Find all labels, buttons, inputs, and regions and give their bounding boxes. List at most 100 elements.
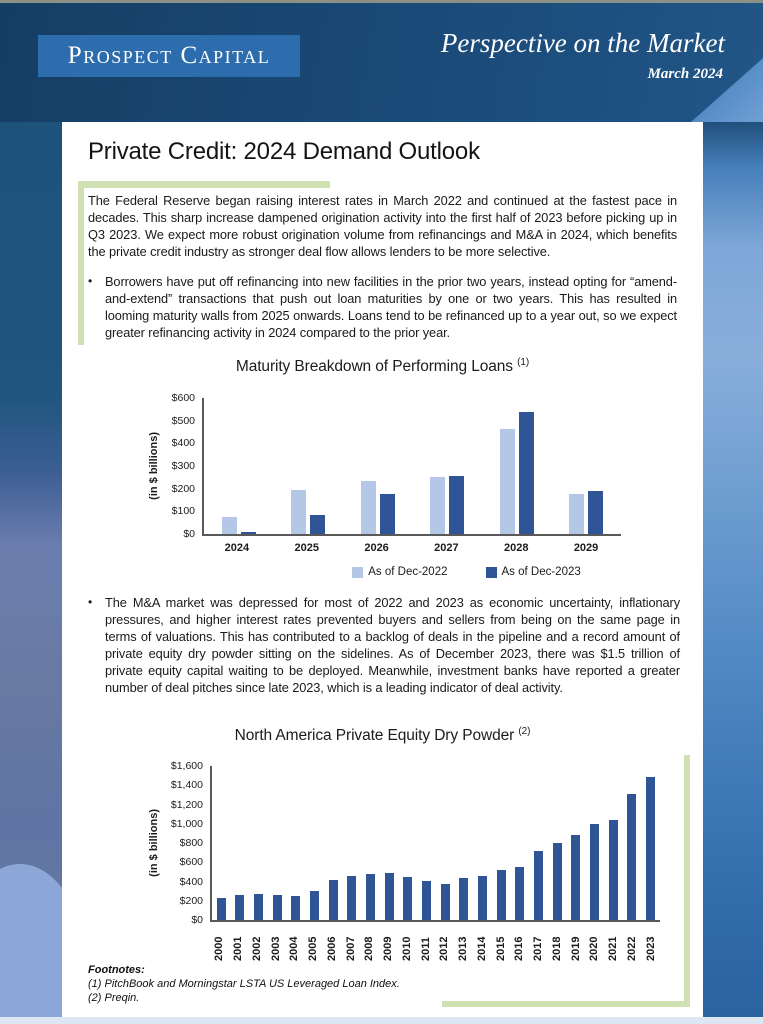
company-logo: Prospect Capital <box>38 35 300 77</box>
chart1-title-text: Maturity Breakdown of Performing Loans <box>235 358 513 376</box>
bullet-marker: • <box>88 274 93 288</box>
bar-2006 <box>328 879 338 920</box>
x-tick-label: 2015 <box>494 936 507 962</box>
bar-group-2024 <box>221 517 256 534</box>
legend-label-dec-2022: As of Dec-2022 <box>368 566 448 578</box>
y-tick-label: $600 <box>171 392 195 404</box>
bar-2029 <box>588 490 604 534</box>
x-tick-label: 2025 <box>294 542 319 554</box>
bar-group-2009 <box>384 872 394 920</box>
y-tick-label: $400 <box>171 437 195 450</box>
bar-2012 <box>440 884 450 920</box>
bar-2007 <box>347 875 357 920</box>
y-tick-label: $200 <box>171 482 195 495</box>
bar-group-2022 <box>627 794 637 920</box>
chart2-title: North America Private Equity Dry Powder … <box>62 726 703 745</box>
x-tick-label: 2024 <box>224 542 250 554</box>
x-tick-label: 2010 <box>400 936 413 962</box>
article-title: Private Credit: 2024 Demand Outlook <box>88 138 480 165</box>
bar-2004 <box>291 895 301 920</box>
chart2-plot-area <box>210 766 660 922</box>
bar-2025 <box>310 514 326 534</box>
bar-group-2015 <box>496 870 506 920</box>
chart2-title-text: North America Private Equity Dry Powder <box>234 727 515 745</box>
y-tick-label: $0 <box>191 914 203 926</box>
bar-2027 <box>430 477 446 534</box>
bar-2017 <box>533 850 543 920</box>
y-tick-label: $400 <box>179 875 203 888</box>
y-tick-label: $100 <box>171 505 195 518</box>
bar-group-2013 <box>459 878 469 920</box>
x-tick-label: 2017 <box>532 936 545 962</box>
bar-group-2027 <box>430 476 465 534</box>
bar-group-2011 <box>422 881 432 920</box>
y-tick-label: $1,200 <box>170 798 203 811</box>
bar-group-2025 <box>291 489 326 534</box>
bar-2008 <box>366 873 376 920</box>
bar-2021 <box>608 819 618 920</box>
bar-2002 <box>254 894 264 920</box>
y-tick-label: $200 <box>179 894 203 907</box>
bar-2011 <box>422 881 432 920</box>
bar-2013 <box>459 878 469 920</box>
page-card: Private Credit: 2024 Demand Outlook The … <box>62 122 703 1017</box>
bar-2010 <box>403 876 413 920</box>
bar-2028 <box>518 411 534 534</box>
chart1-plot-area <box>202 398 621 536</box>
y-tick-label: $800 <box>179 837 203 849</box>
bar-2015 <box>496 870 506 920</box>
bar-2000 <box>216 897 226 920</box>
chart1-title-footnote-ref: (1) <box>517 357 530 368</box>
bar-group-2016 <box>515 867 525 920</box>
chart2-title-footnote-ref: (2) <box>518 726 531 737</box>
bar-2026 <box>360 480 376 534</box>
green-corner-accent <box>442 755 690 1007</box>
bar-group-2014 <box>478 876 488 920</box>
bullet-item-2: • The M&A market was depressed for most … <box>88 594 680 696</box>
chart1-title: Maturity Breakdown of Performing Loans (… <box>62 357 703 376</box>
x-tick-label: 2011 <box>419 937 432 961</box>
bar-group-2018 <box>552 842 562 920</box>
bar-2027 <box>449 476 465 534</box>
bar-2003 <box>272 894 282 920</box>
bar-group-2023 <box>645 777 655 920</box>
bullet-text-1: Borrowers have put off refinancing into … <box>105 274 677 340</box>
bar-group-2010 <box>403 876 413 920</box>
bar-group-2001 <box>235 895 245 920</box>
x-tick-label: 2022 <box>625 936 638 962</box>
bar-2024 <box>240 531 256 534</box>
bar-2001 <box>235 895 245 920</box>
x-tick-label: 2023 <box>644 936 657 962</box>
bar-group-2006 <box>328 879 338 920</box>
x-tick-label: 2020 <box>588 936 601 962</box>
y-tick-label: $500 <box>171 414 195 427</box>
bar-group-2019 <box>571 834 581 920</box>
bar-group-2000 <box>216 897 226 920</box>
chart1-x-axis: 2024 2025 2026 2027 2028 2029 <box>202 536 621 554</box>
bar-2023 <box>645 777 655 920</box>
bar-group-2005 <box>310 891 320 920</box>
bar-group-2020 <box>589 824 599 920</box>
bullet-item-1: • Borrowers have put off refinancing int… <box>88 273 677 341</box>
y-tick-label: $1,600 <box>170 760 203 772</box>
footnote-1: (1) PitchBook and Morningstar LSTA US Le… <box>88 978 400 990</box>
newsletter-title: Perspective on the Market <box>440 28 725 58</box>
bar-group-2028 <box>499 411 534 534</box>
legend-item-dec-2023: As of Dec-2023 <box>485 566 581 578</box>
y-tick-label: $1,400 <box>170 779 203 792</box>
bar-2029 <box>569 494 585 534</box>
chart1-legend: As of Dec-2022 As of Dec-2023 <box>258 566 675 578</box>
bar-group-2029 <box>569 490 604 534</box>
newsletter-date: March 2024 <box>647 66 723 82</box>
bar-2014 <box>478 876 488 920</box>
bar-2024 <box>221 517 237 534</box>
footnotes-heading: Footnotes: <box>88 964 145 976</box>
legend-swatch-dec-2022 <box>352 566 364 578</box>
chart2-y-axis: $0 $200 $400 $600 $800 $1,000 $1,200 $1,400 $1,6… <box>162 760 210 926</box>
x-tick-label: 2018 <box>550 936 563 962</box>
intro-paragraph: The Federal Reserve began raising intere… <box>88 193 677 259</box>
chart1-y-axis: $0 $100 $200 $300 $400 $500 $600 <box>162 392 202 540</box>
y-tick-label: $1,000 <box>170 817 203 830</box>
footnotes: Footnotes: (1) PitchBook and Morningstar… <box>88 963 400 1005</box>
chart1-y-axis-title: (in $ billions) <box>148 432 160 500</box>
